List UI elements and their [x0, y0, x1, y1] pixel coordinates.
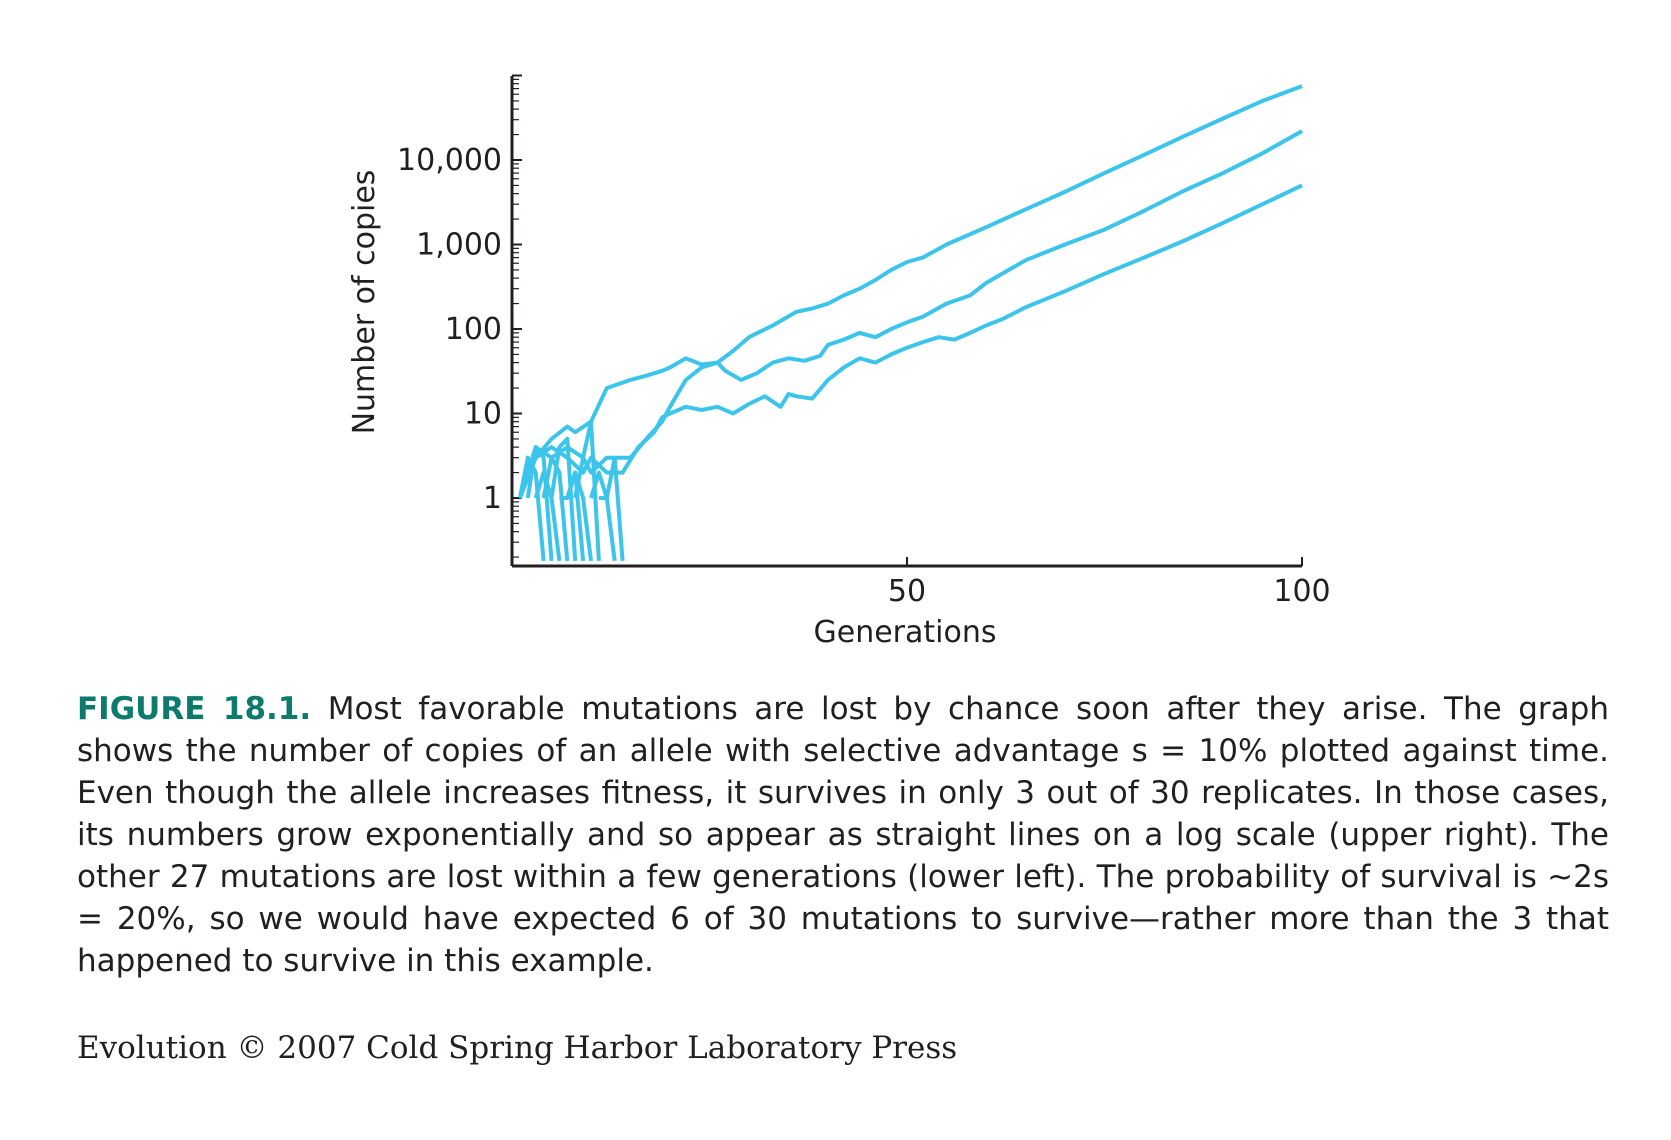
caption-text: Most favorable mutations are lost by cha…: [77, 691, 1609, 979]
y-tick-label: 1,000: [416, 228, 502, 263]
x-tick-label: 50: [888, 574, 926, 609]
series-line-11: [589, 470, 617, 562]
chart: 1 10 100 1,000 10,000 50 100 Generations Numbe…: [347, 74, 1331, 650]
copyright-credit: Evolution © 2007 Cold Spring Harbor Labo…: [77, 1030, 958, 1066]
series-line-13: [559, 470, 586, 562]
series-group: [517, 84, 1303, 562]
x-tick-label: 100: [1273, 574, 1330, 609]
series-line-3: [518, 183, 1303, 499]
y-tick-label: 10,000: [397, 143, 502, 178]
series-line-12: [598, 455, 625, 562]
x-axis-title: Generations: [814, 615, 997, 650]
series-line-8: [549, 436, 578, 562]
caption-lead: FIGURE 18.1.: [77, 691, 312, 727]
figure-caption: FIGURE 18.1. Most favorable mutations ar…: [77, 688, 1609, 982]
series-line-5: [525, 445, 554, 562]
y-tick-label: 1: [483, 481, 502, 516]
y-tick-label: 10: [464, 397, 502, 432]
y-tick-label: 100: [445, 312, 502, 347]
axes: 1 10 100 1,000 10,000 50 100: [397, 74, 1331, 609]
y-axis-title: Number of copies: [347, 170, 382, 435]
series-line-2: [517, 129, 1303, 499]
series-line-1: [518, 84, 1303, 499]
